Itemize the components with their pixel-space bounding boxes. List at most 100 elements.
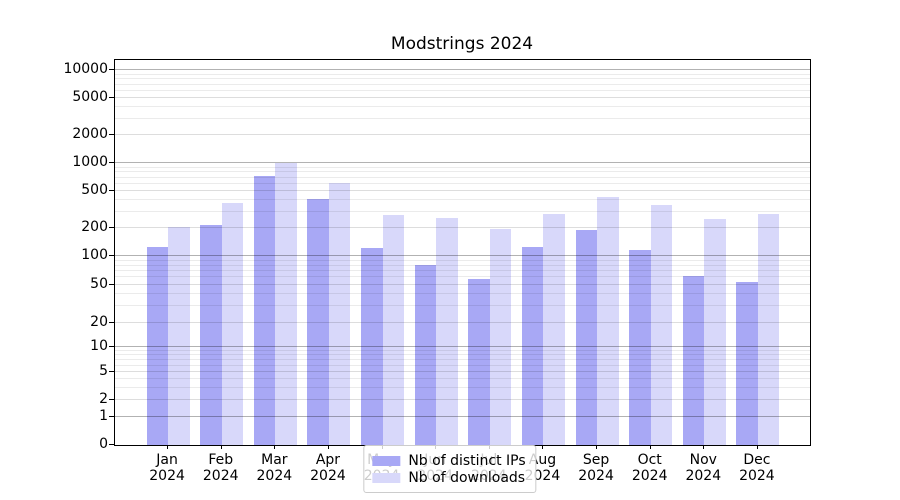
- y-tick-mark: [109, 190, 114, 192]
- gridline-4000: [115, 106, 810, 108]
- bar-nb-of-distinct-ips-jan: [146, 246, 169, 445]
- y-tick-mark: [109, 69, 114, 71]
- gridline-2000: [115, 134, 810, 136]
- bar-nb-of-downloads-oct: [650, 205, 673, 445]
- gridline-30: [115, 304, 810, 306]
- x-tick-label-apr: Apr 2024: [310, 452, 346, 484]
- y-tick-mark: [109, 227, 114, 229]
- x-tick-mark: [596, 445, 598, 449]
- bar-nb-of-distinct-ips-mar: [253, 176, 276, 445]
- y-tick-label-1: 1: [99, 408, 108, 425]
- bar-nb-of-distinct-ips-nov: [682, 275, 705, 445]
- gridline-8000: [115, 78, 810, 80]
- y-tick-mark: [109, 399, 114, 400]
- gridline-50: [115, 283, 810, 285]
- gridline-4: [115, 378, 810, 380]
- gridline-9000: [115, 73, 810, 75]
- legend-swatch-downloads: [372, 472, 401, 483]
- x-tick-mark: [703, 445, 705, 449]
- bar-nb-of-distinct-ips-oct: [629, 249, 651, 445]
- bar-nb-of-downloads-aug: [543, 213, 565, 445]
- y-tick-label-100: 100: [81, 247, 108, 264]
- x-tick-label-oct: Oct 2024: [631, 452, 668, 484]
- gridline-7000: [115, 83, 810, 85]
- bar-nb-of-downloads-jun: [436, 217, 458, 445]
- legend-label-downloads: Nb of downloads: [408, 469, 526, 486]
- y-tick-label-2: 2: [99, 391, 108, 407]
- gridline-20: [115, 321, 810, 323]
- x-tick-label-mar: Mar 2024: [256, 452, 293, 484]
- gridline-5: [115, 371, 810, 373]
- bar-nb-of-distinct-ips-jun: [414, 264, 437, 445]
- gridline-10000: [115, 69, 810, 71]
- bar-nb-of-downloads-may: [382, 214, 405, 445]
- y-tick-label-500: 500: [81, 182, 108, 199]
- x-tick-label-sep: Sep 2024: [578, 452, 614, 484]
- bar-nb-of-downloads-dec: [757, 213, 780, 445]
- gridline-500: [115, 190, 810, 192]
- bar-nb-of-distinct-ips-feb: [200, 225, 222, 445]
- bar-nb-of-downloads-apr: [328, 182, 351, 445]
- x-tick-mark: [327, 445, 329, 449]
- y-tick-label-20: 20: [90, 313, 108, 330]
- bar-nb-of-downloads-feb: [221, 202, 244, 445]
- y-tick-mark: [109, 444, 114, 445]
- legend-entry-distinct-ips: Nb of distinct IPs: [372, 452, 526, 469]
- gridline-6: [115, 364, 810, 366]
- gridline-900: [115, 166, 810, 168]
- gridline-400: [115, 199, 810, 201]
- gridline-800: [115, 171, 810, 173]
- y-tick-label-5000: 5000: [72, 89, 108, 106]
- x-tick-label-feb: Feb 2024: [202, 452, 239, 484]
- gridline-80: [115, 264, 810, 266]
- y-tick-label-5: 5: [99, 363, 108, 380]
- gridline-9: [115, 350, 810, 352]
- gridline-10: [115, 346, 810, 348]
- gridline-100: [115, 255, 810, 257]
- gridline-3000: [115, 117, 810, 119]
- x-tick-mark: [274, 445, 276, 449]
- gridline-200: [115, 227, 810, 229]
- y-tick-mark: [109, 134, 114, 136]
- gridline-3: [115, 386, 810, 388]
- plot-area: [114, 59, 811, 446]
- bar-nb-of-downloads-jul: [489, 229, 512, 445]
- y-tick-mark: [109, 255, 114, 257]
- gridline-90: [115, 259, 810, 261]
- bar-nb-of-distinct-ips-may: [361, 247, 383, 445]
- bar-nb-of-distinct-ips-apr: [307, 199, 329, 445]
- legend-entry-downloads: Nb of downloads: [372, 469, 525, 486]
- gridline-7: [115, 359, 810, 361]
- x-tick-mark: [756, 445, 758, 449]
- y-tick-label-0: 0: [99, 436, 108, 452]
- bar-nb-of-downloads-jan: [168, 226, 190, 445]
- bar-nb-of-distinct-ips-jul: [468, 278, 490, 445]
- y-tick-mark: [109, 283, 114, 285]
- y-tick-mark: [109, 416, 114, 418]
- gridline-70: [115, 269, 810, 271]
- x-tick-mark: [220, 445, 222, 449]
- gridline-300: [115, 211, 810, 213]
- y-tick-label-10: 10: [90, 338, 108, 355]
- y-tick-mark: [109, 371, 114, 373]
- gridline-600: [115, 183, 810, 185]
- gridline-700: [115, 176, 810, 178]
- y-tick-label-50: 50: [90, 275, 108, 292]
- x-tick-label-dec: Dec 2024: [739, 452, 775, 484]
- y-tick-mark: [109, 321, 114, 323]
- y-tick-label-1000: 1000: [72, 154, 108, 171]
- gridline-8: [115, 354, 810, 356]
- gridline-60: [115, 276, 810, 278]
- y-tick-label-10000: 10000: [63, 61, 108, 78]
- x-tick-mark: [542, 445, 544, 449]
- bar-nb-of-distinct-ips-sep: [575, 230, 598, 445]
- x-tick-label-nov: Nov 2024: [685, 452, 722, 484]
- gridline-1000: [115, 162, 810, 164]
- legend-swatch-distinct-ips: [372, 455, 401, 466]
- bar-nb-of-downloads-nov: [704, 219, 726, 445]
- x-tick-mark: [649, 445, 651, 449]
- y-tick-mark: [109, 346, 114, 348]
- bar-nb-of-distinct-ips-dec: [736, 282, 758, 445]
- y-tick-mark: [109, 162, 114, 164]
